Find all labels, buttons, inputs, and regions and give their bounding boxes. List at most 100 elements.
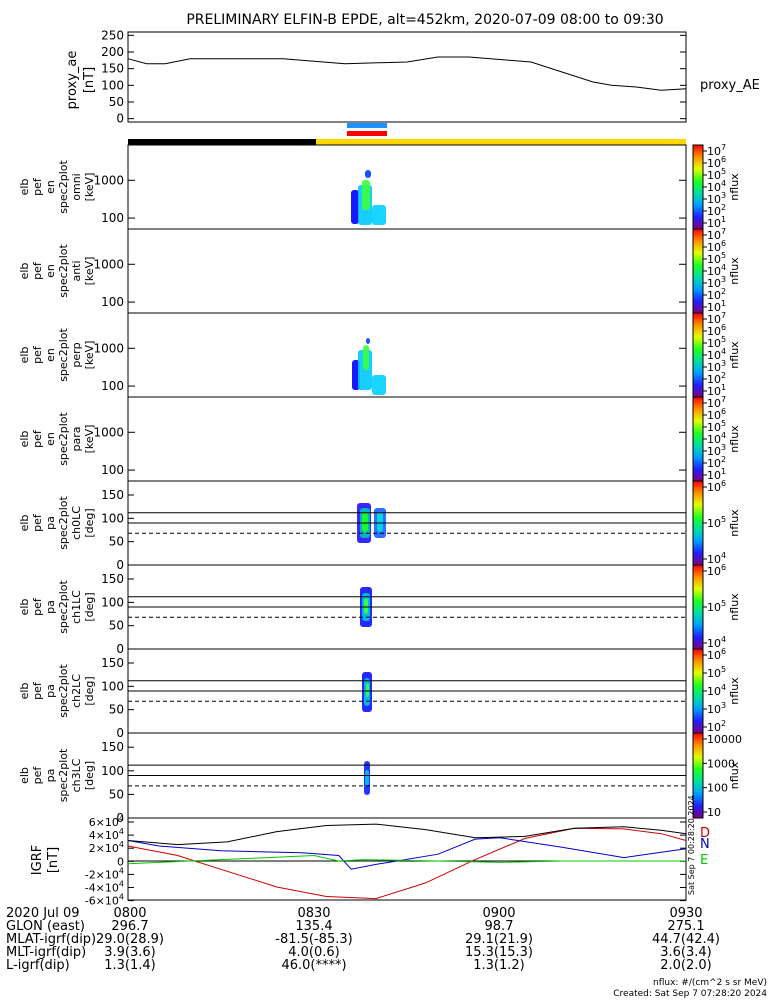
- colorbar-tick-label: 106: [707, 479, 726, 494]
- colorbar-tick-label: 104: [707, 179, 726, 194]
- colorbar-tick-label: 107: [707, 143, 726, 158]
- panel-ylabel: perp: [70, 342, 83, 367]
- igrf-legend-n: N: [700, 837, 710, 852]
- pitch-tick-label: 150: [101, 488, 124, 502]
- panel-ylabel: spec2plot: [57, 748, 70, 802]
- panel-ylabel: omni: [70, 173, 83, 200]
- proxy-ae-tick-label: 150: [101, 62, 124, 76]
- footer-col0-mlat: 29.0(28.9): [96, 932, 164, 947]
- footer-col1-time: 0830: [297, 906, 330, 921]
- panel-ylabel: spec2plot: [57, 412, 70, 466]
- colorbar-tick-label: 106: [707, 239, 726, 254]
- pitch-tick-label: 100: [101, 764, 124, 778]
- panel-ylabel: spec2plot: [57, 244, 70, 298]
- pitch-tick-label: 100: [101, 595, 124, 609]
- colorbar-tick-label: 100: [707, 782, 728, 795]
- energy-tick-label: 100: [101, 463, 124, 477]
- panel-ylabel: [deg]: [83, 592, 96, 621]
- footer-created: Created: Sat Sep 7 07:28:20 2024: [613, 989, 767, 999]
- colorbar-para: [692, 396, 704, 482]
- flux-blob: [372, 205, 386, 225]
- colorbar-label: nflux: [728, 425, 741, 453]
- colorbar-tick-label: 106: [707, 155, 726, 170]
- colorbar-perp: [692, 312, 704, 398]
- footer-row-date: 2020 Jul 09: [6, 906, 80, 921]
- proxy-ae-tick-label: 0: [116, 112, 124, 126]
- footer-col3-time: 0930: [669, 906, 702, 921]
- panel-ylabel: ch0LC: [70, 506, 83, 540]
- colorbar-omni: [692, 144, 704, 230]
- footer-col0-time: 0800: [113, 906, 146, 921]
- igrf-ylabel-1: IGRF: [30, 845, 45, 875]
- colorbar-tick-label: 102: [707, 371, 726, 386]
- colorbar-label: nflux: [728, 257, 741, 285]
- proxy-ae-tick-label: 100: [101, 78, 124, 92]
- igrf-tick-label: -6×104: [85, 893, 124, 908]
- panel-ylabel: ch1LC: [70, 590, 83, 624]
- colorbar-label: nflux: [728, 509, 741, 537]
- colorbar-tick-label: 105: [707, 515, 726, 530]
- proxy-ae-ylabel-2: [nT]: [82, 67, 97, 93]
- panel-ylabel: pef: [31, 345, 44, 364]
- footer-col0-glon: 296.7: [111, 919, 148, 934]
- footer-col3-mlat: 44.7(42.4): [652, 932, 720, 947]
- colorbar-ch2LC: [692, 648, 704, 734]
- panel-ylabel: pef: [31, 597, 44, 616]
- colorbar-tick-label: 106: [707, 563, 726, 578]
- zone-bar-yellow: [316, 139, 686, 145]
- flux-blob: [362, 180, 370, 210]
- proxy-ae-frame: [127, 31, 687, 123]
- colorbar-tick-label: 1000: [707, 757, 735, 770]
- flux-blob: [351, 190, 359, 224]
- pitch-tick-label: 50: [109, 619, 124, 633]
- colorbar-tick-label: 105: [707, 167, 726, 182]
- colorbar-tick-label: 104: [707, 263, 726, 278]
- zone-bar-black: [128, 139, 316, 145]
- pitch-tick-label: 150: [101, 740, 124, 754]
- panel-ylabel: [keV]: [83, 425, 96, 454]
- colorbar-tick-label: 103: [707, 359, 726, 374]
- colorbar-label: nflux: [728, 677, 741, 705]
- colorbar-tick-label: 103: [707, 191, 726, 206]
- colorbar-tick-label: 105: [707, 251, 726, 266]
- pitch-tick-label: 50: [109, 787, 124, 801]
- pitch-tick-label: 100: [101, 511, 124, 525]
- panel-ylabel: [keV]: [83, 257, 96, 286]
- colorbar-tick-label: 102: [707, 719, 726, 734]
- panel-ylabel: [deg]: [83, 676, 96, 705]
- colorbar-tick-label: 104: [707, 551, 726, 566]
- colorbar-tick-label: 10000: [707, 733, 742, 746]
- footer-col1-mlt: 4.0(0.6): [288, 945, 340, 960]
- pitch-tick-label: 150: [101, 572, 124, 586]
- proxy-ae-ylabel-1: proxy_ae: [65, 51, 80, 110]
- energy-tick-label: 100: [101, 295, 124, 309]
- footer-row-glon: GLON (east): [6, 919, 85, 934]
- footer-row-mlat: MLAT-igrf(dip): [6, 932, 96, 947]
- footer: 2020 Jul 09 GLON (east) MLAT-igrf(dip) M…: [6, 906, 767, 999]
- colorbar-tick-label: 106: [707, 407, 726, 422]
- colorbar-anti: [692, 228, 704, 314]
- panel-ylabel: pa: [44, 600, 57, 614]
- plot-title: PRELIMINARY ELFIN-B EPDE, alt=452km, 202…: [186, 12, 663, 28]
- flux-blob: [364, 598, 368, 614]
- flux-blob: [363, 345, 369, 370]
- energy-tick-label: 1000: [93, 425, 124, 439]
- energy-tick-label: 1000: [93, 341, 124, 355]
- footer-col3-mlt: 3.6(3.4): [660, 945, 712, 960]
- footer-row-mlt: MLT-igrf(dip): [6, 945, 86, 960]
- igrf-tick-label: 6×104: [89, 814, 124, 829]
- panel-ylabel: spec2plot: [57, 496, 70, 550]
- flux-blob: [365, 770, 369, 786]
- colorbar-tick-label: 107: [707, 227, 726, 242]
- colorbar-tick-label: 107: [707, 395, 726, 410]
- panel-ylabel: [keV]: [83, 341, 96, 370]
- footer-col2-glon: 98.7: [485, 919, 514, 934]
- panel-ylabel: en: [44, 348, 57, 362]
- igrf-tick-label: 2×104: [89, 840, 124, 855]
- colorbar-tick-label: 103: [707, 443, 726, 458]
- panel-ylabel: elb: [18, 431, 31, 448]
- panel-ch3LC: 150 100 50 0 elb pef pa spec2plot ch3LC [deg] 1000…: [18, 732, 742, 825]
